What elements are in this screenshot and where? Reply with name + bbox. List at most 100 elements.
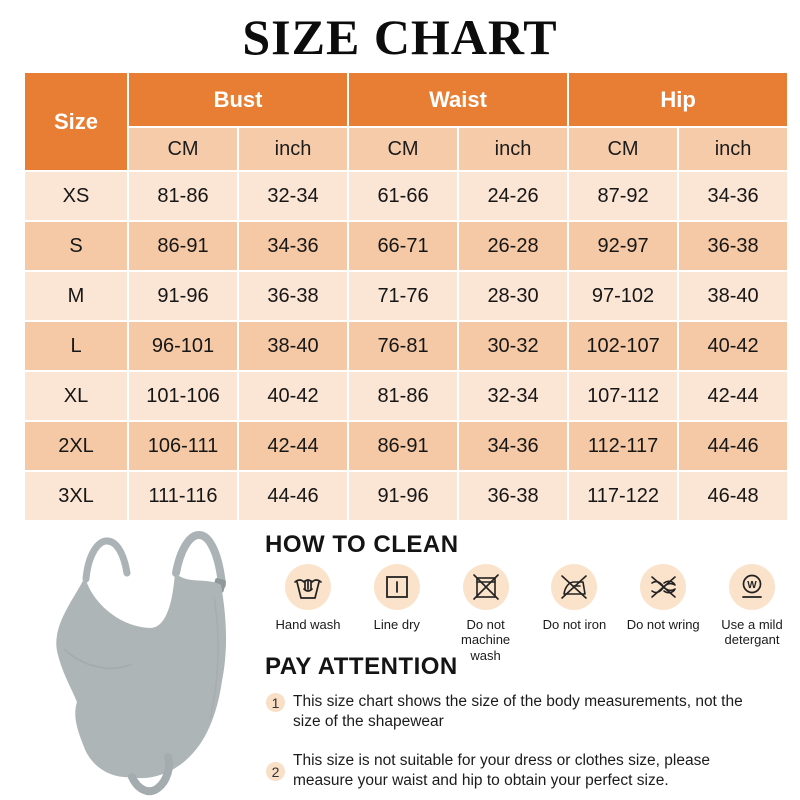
value-cell: 71-76 <box>349 272 458 320</box>
value-cell: 96-101 <box>129 322 237 370</box>
value-cell: 34-36 <box>679 172 788 220</box>
care-label: Hand wash <box>275 617 341 632</box>
value-cell: 117-122 <box>569 472 678 520</box>
waist-group-header: Waist <box>349 73 568 126</box>
value-cell: 92-97 <box>569 222 678 270</box>
do-not-wring-icon <box>640 564 687 610</box>
size-chart-table: Size Bust Waist Hip CM inch CM inch CM i… <box>23 71 789 522</box>
size-cell: XL <box>25 372 127 420</box>
do-not-iron-icon <box>551 564 598 610</box>
size-cell: S <box>25 222 127 270</box>
mild-detergent-icon: W <box>728 564 775 610</box>
value-cell: 66-71 <box>349 222 458 270</box>
value-cell: 76-81 <box>349 322 458 370</box>
value-cell: 91-96 <box>349 472 458 520</box>
care-label: Do not iron <box>542 617 607 632</box>
size-cell: 3XL <box>25 472 127 520</box>
attention-note-1: 1 This size chart shows the size of the … <box>266 692 778 732</box>
table-row: 2XL 106-111 42-44 86-91 34-36 112-117 44… <box>25 422 788 470</box>
hip-group-header: Hip <box>569 73 788 126</box>
care-item-line-dry: Line dry <box>353 564 441 663</box>
value-cell: 36-38 <box>239 272 348 320</box>
care-item-no-machine-wash: Do not machine wash <box>442 564 530 663</box>
value-cell: 91-96 <box>129 272 237 320</box>
size-cell: L <box>25 322 127 370</box>
value-cell: 32-34 <box>239 172 348 220</box>
value-cell: 46-48 <box>679 472 788 520</box>
value-cell: 40-42 <box>239 372 348 420</box>
table-row: XL 101-106 40-42 81-86 32-34 107-112 42-… <box>25 372 788 420</box>
value-cell: 30-32 <box>459 322 568 370</box>
care-item-no-iron: Do not iron <box>530 564 618 663</box>
care-label: Line dry <box>373 617 420 632</box>
value-cell: 87-92 <box>569 172 678 220</box>
value-cell: 32-34 <box>459 372 568 420</box>
table-row: 3XL 111-116 44-46 91-96 36-38 117-122 46… <box>25 472 788 520</box>
table-row: L 96-101 38-40 76-81 30-32 102-107 40-42 <box>25 322 788 370</box>
value-cell: 111-116 <box>129 472 237 520</box>
value-cell: 36-38 <box>459 472 568 520</box>
care-label: Use a mild detergant <box>721 617 783 648</box>
size-cell: XS <box>25 172 127 220</box>
care-label: Do not machine wash <box>461 617 511 663</box>
value-cell: 97-102 <box>569 272 678 320</box>
table-unit-row: CM inch CM inch CM inch <box>25 128 788 170</box>
bodysuit-product-image <box>56 530 227 796</box>
value-cell: 61-66 <box>349 172 458 220</box>
note-number-badge: 2 <box>266 762 285 782</box>
table-row: S 86-91 34-36 66-71 26-28 92-97 36-38 <box>25 222 788 270</box>
value-cell: 40-42 <box>679 322 788 370</box>
size-column-header: Size <box>25 73 127 170</box>
value-cell: 102-107 <box>569 322 678 370</box>
value-cell: 38-40 <box>239 322 348 370</box>
value-cell: 34-36 <box>239 222 348 270</box>
value-cell: 86-91 <box>129 222 237 270</box>
table-row: XS 81-86 32-34 61-66 24-26 87-92 34-36 <box>25 172 788 220</box>
value-cell: 101-106 <box>129 372 237 420</box>
line-dry-icon <box>373 564 420 610</box>
detergent-letter: W <box>747 580 757 591</box>
care-icons-row: Hand wash Line dry Do not machine wash <box>264 564 796 663</box>
value-cell: 81-86 <box>349 372 458 420</box>
care-item-hand-wash: Hand wash <box>264 564 352 663</box>
hand-wash-icon <box>285 564 331 610</box>
note-text: This size chart shows the size of the bo… <box>293 693 743 731</box>
attention-note-2: 2 This size is not suitable for your dre… <box>266 751 778 791</box>
size-cell: 2XL <box>25 422 127 470</box>
value-cell: 107-112 <box>569 372 678 420</box>
value-cell: 36-38 <box>679 222 788 270</box>
care-label: Do not wring <box>626 617 700 632</box>
unit-header: CM <box>569 128 678 170</box>
value-cell: 44-46 <box>679 422 788 470</box>
value-cell: 34-36 <box>459 422 568 470</box>
value-cell: 26-28 <box>459 222 568 270</box>
unit-header: inch <box>459 128 568 170</box>
value-cell: 38-40 <box>679 272 788 320</box>
value-cell: 24-26 <box>459 172 568 220</box>
value-cell: 28-30 <box>459 272 568 320</box>
care-item-no-wring: Do not wring <box>619 564 707 663</box>
bust-group-header: Bust <box>129 73 348 126</box>
table-row: M 91-96 36-38 71-76 28-30 97-102 38-40 <box>25 272 788 320</box>
unit-header: inch <box>239 128 348 170</box>
unit-header: CM <box>129 128 237 170</box>
page-title: SIZE CHART <box>242 9 558 65</box>
how-to-clean-heading: HOW TO CLEAN <box>265 531 459 558</box>
value-cell: 42-44 <box>679 372 788 420</box>
value-cell: 42-44 <box>239 422 348 470</box>
value-cell: 81-86 <box>129 172 237 220</box>
pay-attention-heading: PAY ATTENTION <box>265 653 458 680</box>
do-not-machine-wash-icon <box>462 564 509 610</box>
size-cell: M <box>25 272 127 320</box>
unit-header: inch <box>679 128 788 170</box>
value-cell: 112-117 <box>569 422 678 470</box>
value-cell: 44-46 <box>239 472 348 520</box>
value-cell: 86-91 <box>349 422 458 470</box>
table-header-row: Size Bust Waist Hip <box>25 73 788 170</box>
unit-header: CM <box>349 128 458 170</box>
value-cell: 106-111 <box>129 422 237 470</box>
care-item-mild-detergent: W Use a mild detergant <box>708 564 796 663</box>
note-number-badge: 1 <box>266 693 285 712</box>
note-text: This size is not suitable for your dress… <box>293 752 710 790</box>
